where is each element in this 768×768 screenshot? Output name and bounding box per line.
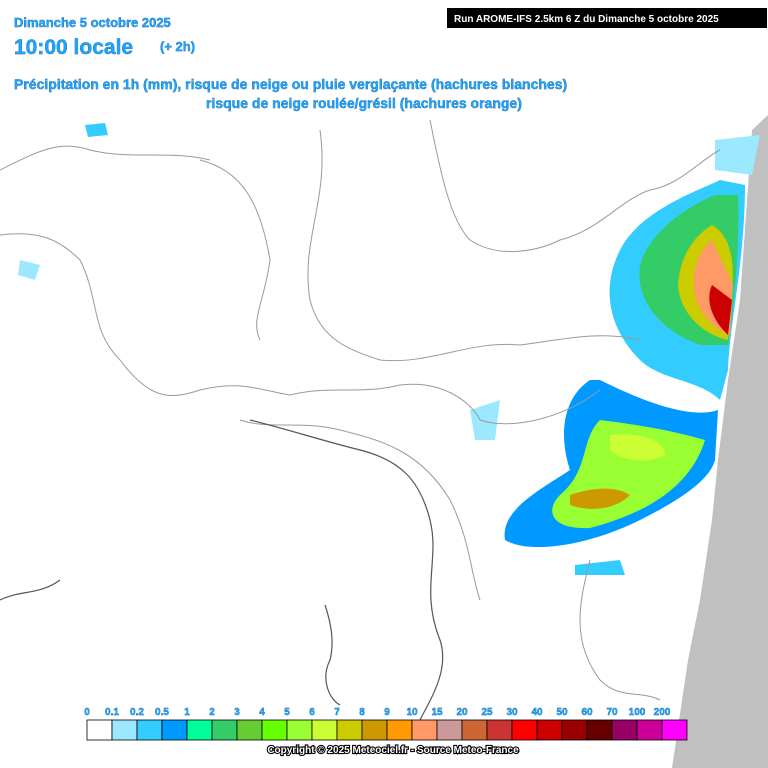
description: Précipitation en 1h (mm), risque de neig… xyxy=(14,76,567,92)
legend-swatch xyxy=(661,719,688,741)
legend-swatch xyxy=(336,719,363,741)
legend-swatch xyxy=(211,719,238,741)
legend-label: 40 xyxy=(531,707,543,718)
legend-label: 3 xyxy=(234,707,240,718)
legend-swatch xyxy=(636,719,663,741)
legend-label: 0 xyxy=(84,707,90,718)
legend-label: 6 xyxy=(309,707,315,718)
legend-swatch xyxy=(161,719,188,741)
legend-label: 50 xyxy=(556,707,568,718)
legend-label: 60 xyxy=(581,707,593,718)
legend-label: 7 xyxy=(334,707,340,718)
legend-label: 8 xyxy=(359,707,365,718)
legend-swatch xyxy=(486,719,513,741)
legend-label: 30 xyxy=(506,707,518,718)
legend-swatch xyxy=(461,719,488,741)
legend-swatch xyxy=(236,719,263,741)
legend-swatch xyxy=(386,719,413,741)
legend-swatch xyxy=(586,719,613,741)
legend-label: 5 xyxy=(284,707,290,718)
precipitation xyxy=(18,123,760,575)
run-info: Run AROME-IFS 2.5km 6 Z du Dimanche 5 oc… xyxy=(454,14,719,25)
legend-swatch xyxy=(561,719,588,741)
legend-label: 15 xyxy=(431,707,443,718)
legend-swatch xyxy=(361,719,388,741)
time-offset: (+ 2h) xyxy=(160,39,195,54)
legend-swatch xyxy=(436,719,463,741)
copyright: Copyright © 2025 Meteociel.fr - Source M… xyxy=(267,745,519,756)
legend-swatch xyxy=(536,719,563,741)
legend-swatch xyxy=(111,719,138,741)
legend-label: 10 xyxy=(406,707,418,718)
legend-label: 9 xyxy=(384,707,390,718)
legend-swatch xyxy=(311,719,338,741)
borders xyxy=(0,119,721,701)
legend-swatch xyxy=(186,719,213,741)
legend-swatch xyxy=(511,719,538,741)
legend-swatch xyxy=(286,719,313,741)
description: risque de neige roulée/grésil (hachures … xyxy=(206,95,522,111)
legend-label: 1 xyxy=(184,707,190,718)
no-data-area xyxy=(672,115,768,768)
legend-swatch xyxy=(136,719,163,741)
legend-label: 0.1 xyxy=(105,707,119,718)
legend-label: 25 xyxy=(481,707,493,718)
date: Dimanche 5 octobre 2025 xyxy=(14,15,171,30)
legend-label: 200 xyxy=(654,707,671,718)
legend: 0 0.1 0.2 0.5 1 2 3 4 5 6 7 8 9 10 15 20 25 30 40 50 60 70 100… xyxy=(84,707,688,741)
legend-label: 0.2 xyxy=(130,707,144,718)
legend-swatch xyxy=(86,719,113,741)
legend-swatch xyxy=(411,719,438,741)
legend-swatch xyxy=(611,719,638,741)
time: 10:00 locale xyxy=(14,36,133,59)
legend-label: 100 xyxy=(629,707,646,718)
coastline xyxy=(0,419,444,721)
run-box xyxy=(447,8,767,28)
legend-label: 0.5 xyxy=(155,707,169,718)
legend-swatch xyxy=(261,719,288,741)
legend-label: 4 xyxy=(259,707,265,718)
legend-label: 2 xyxy=(209,707,215,718)
legend-label: 20 xyxy=(456,707,468,718)
legend-label: 70 xyxy=(606,707,618,718)
